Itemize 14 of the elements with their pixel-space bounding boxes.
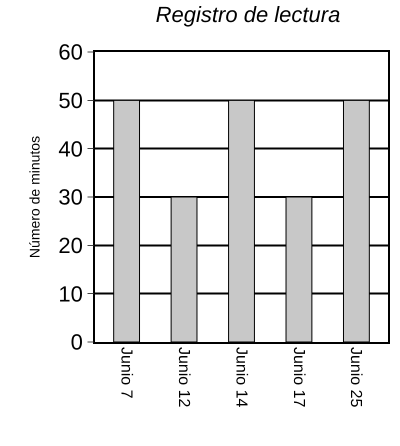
y-tick-label: 50 (58, 88, 83, 114)
y-axis-title: Número de minutos (26, 136, 42, 258)
y-tick-label: 20 (58, 233, 83, 258)
x-tick-label: Junio 12 (174, 346, 192, 408)
y-tick-label: 10 (58, 281, 83, 306)
y-tick-label: 40 (58, 136, 83, 162)
chart-title: Registro de lectura (156, 2, 340, 28)
x-tick-label: Junio 7 (117, 346, 134, 399)
y-tick-label: 60 (58, 40, 83, 65)
y-tick-label: 30 (58, 184, 83, 210)
y-tick-label: 0 (70, 330, 83, 355)
x-tick-label: Junio 14 (232, 346, 250, 408)
x-tick-label: Junio 25 (347, 346, 364, 408)
x-tick-label: Junio 17 (290, 346, 307, 408)
